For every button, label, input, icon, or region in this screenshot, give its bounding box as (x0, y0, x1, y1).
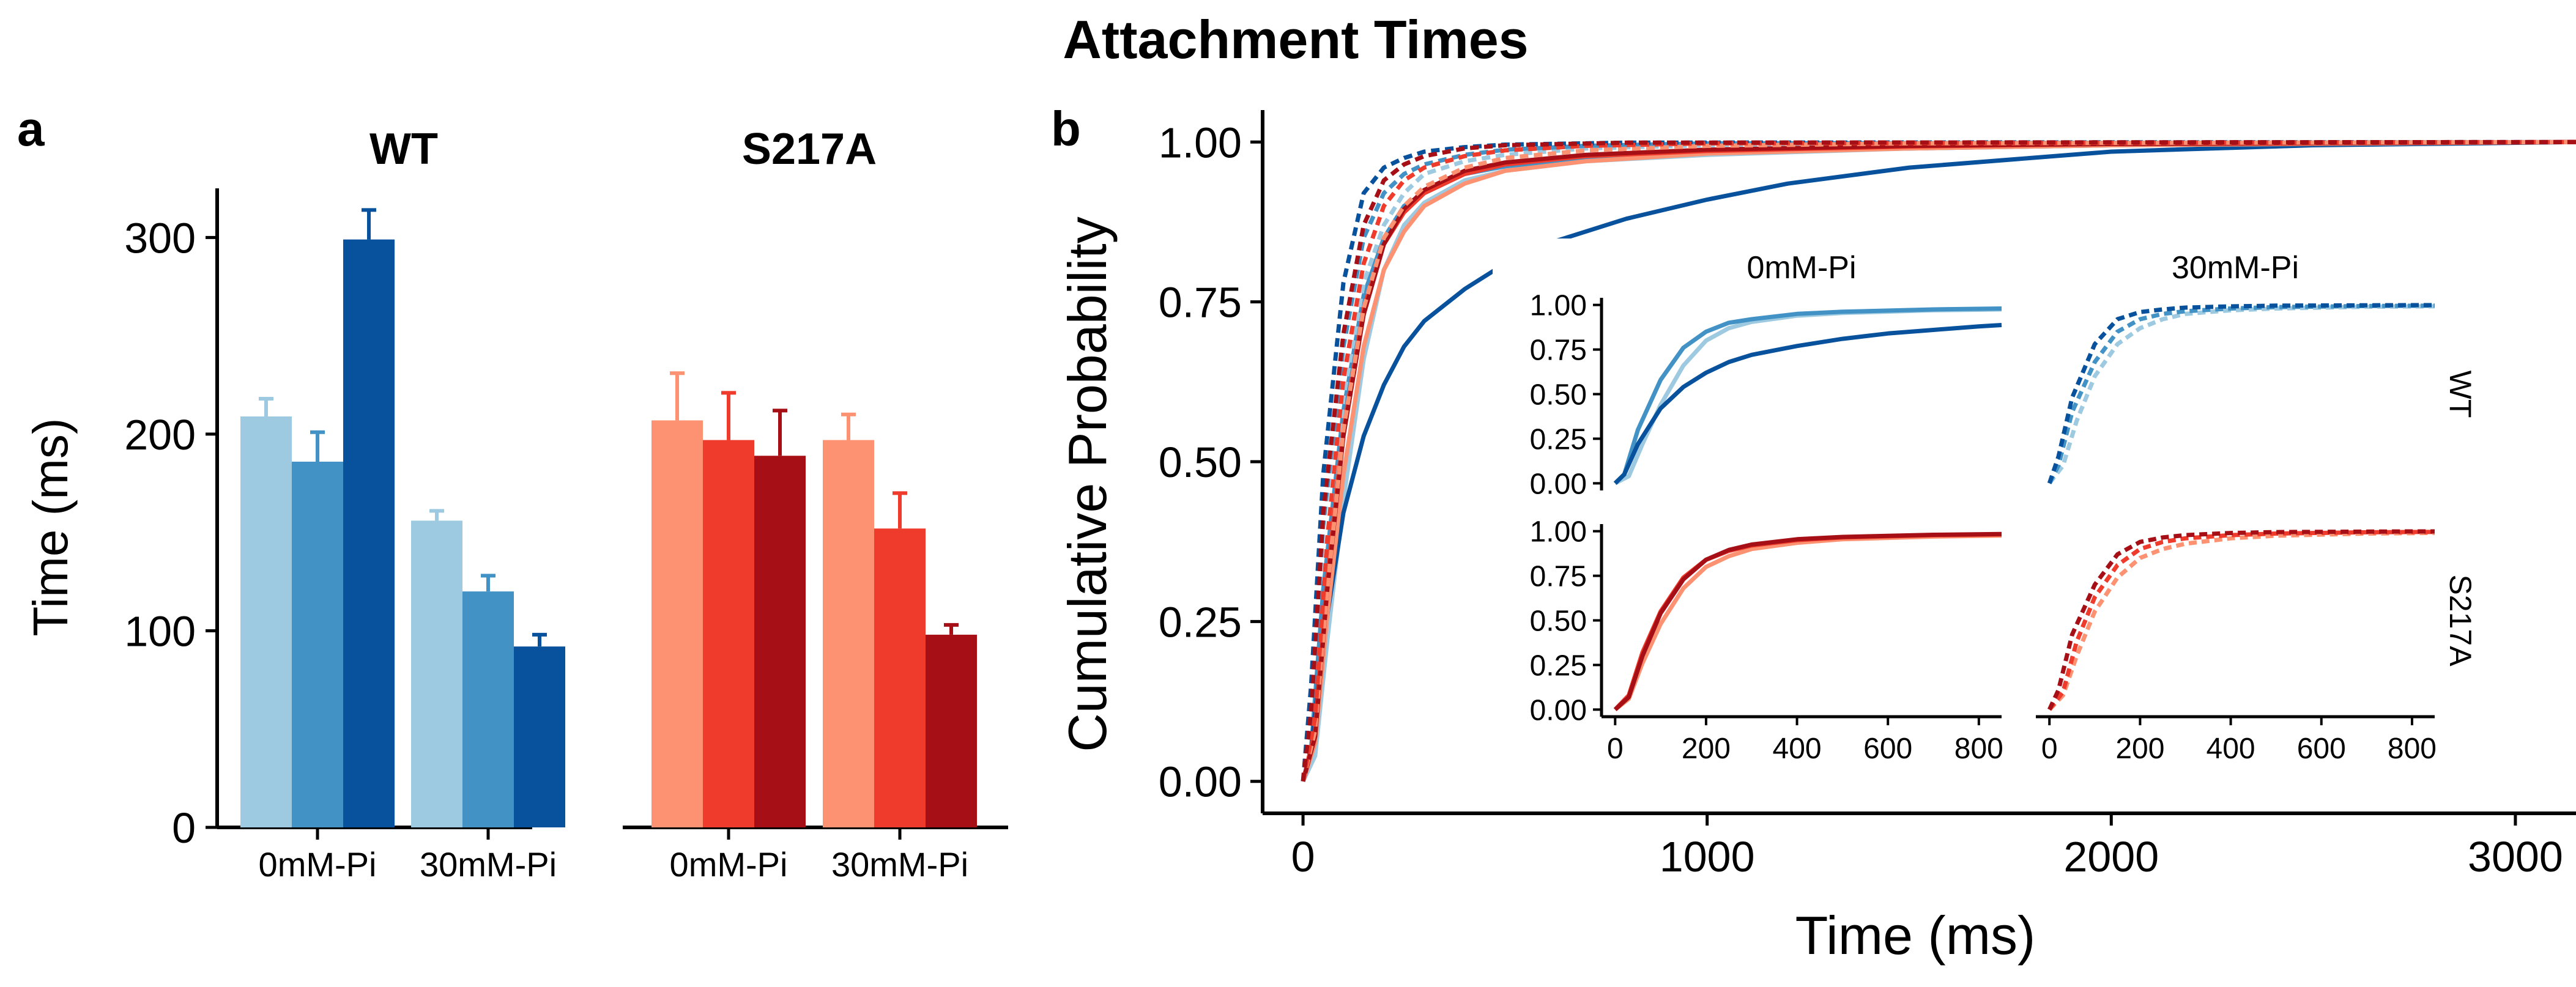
y-tick-label: 0.75 (1159, 279, 1242, 327)
panel-b: b Cumulative Probability Time (ms) 0.00 0… (1051, 102, 2576, 966)
y-tick-label: 1.00 (1159, 119, 1242, 166)
inset-y-tick-label: 0.25 (1530, 423, 1587, 456)
bar (926, 634, 977, 827)
inset-x-tick-label: 400 (1773, 733, 1822, 765)
inset-cdf-curve (1613, 306, 2002, 485)
inset-y-tick-label: 0.50 (1530, 379, 1587, 412)
inset-x-tick-label: 0 (2041, 733, 2058, 765)
panel-a-label: a (17, 102, 45, 156)
inset-cdf-curve (2047, 303, 2435, 484)
inset-y-tick-label: 0.00 (1530, 694, 1587, 726)
inset-cdf-curve (2047, 530, 2435, 711)
s217a-facet-title: S217A (742, 125, 877, 174)
inset-x-tick-label: 600 (1863, 733, 1912, 765)
panel-b-x-axis-label: Time (ms) (1795, 905, 2036, 966)
bar (292, 461, 343, 827)
x-tick-label: 30mM-Pi (420, 845, 557, 884)
inset-x-tick-label: 800 (2388, 733, 2437, 765)
cdf-curve (1301, 139, 2576, 782)
bar (462, 591, 514, 827)
bar (343, 239, 395, 828)
bar (703, 440, 754, 827)
inset-x-tick-label: 0 (1607, 733, 1624, 765)
inset-x-tick-label: 400 (2207, 733, 2255, 765)
inset-x-tick-label: 200 (2115, 733, 2164, 765)
inset-y-tick-label: 0.50 (1530, 605, 1587, 638)
inset-cdf-curve (2047, 530, 2435, 711)
panel-a-y-axis-label: Time (ms) (23, 418, 78, 637)
inset-row-label: S217A (2443, 574, 2478, 667)
inset-y-tick-label: 1.00 (1530, 516, 1587, 549)
x-tick-label: 2000 (2063, 833, 2159, 881)
y-tick-label: 0.00 (1159, 758, 1242, 806)
inset-x-tick-label: 800 (1954, 733, 2003, 765)
panel-a: a WT S217A Time (ms) 0 100 200 300 0mM-Pi 30m… (17, 102, 1008, 884)
inset-x-tick-label: 200 (1682, 733, 1731, 765)
inset-y-tick-label: 0.25 (1530, 649, 1587, 682)
inset-cdf-curve (1613, 531, 2002, 711)
bar (651, 420, 703, 827)
bar (754, 456, 806, 827)
panel-b-label: b (1051, 102, 1081, 156)
y-tick-label: 100 (124, 607, 196, 655)
inset-cdf-curve (1613, 323, 2002, 485)
bar (874, 528, 926, 827)
x-tick-label: 0mM-Pi (259, 845, 377, 884)
y-tick-label: 200 (124, 411, 196, 459)
inset-cdf-curve (2047, 303, 2435, 484)
inset-column-label: 0mM-Pi (1746, 250, 1856, 286)
inset-column-label: 30mM-Pi (2172, 250, 2299, 286)
bar (411, 520, 462, 827)
figure-title: Attachment Times (1063, 9, 1528, 70)
inset-y-tick-label: 0.75 (1530, 561, 1587, 593)
inset-y-tick-label: 0.75 (1530, 335, 1587, 367)
bar (514, 646, 565, 827)
bar-chart-area: 0 100 200 300 0mM-Pi 30mM-Pi 0mM-Pi 30mM-Pi (124, 188, 1008, 884)
inset-y-tick-label: 0.00 (1530, 468, 1587, 500)
x-tick-label: 30mM-Pi (831, 845, 968, 884)
cdf-curve (1301, 139, 2576, 782)
inset-y-tick-label: 1.00 (1530, 290, 1587, 322)
cdf-curve (1301, 139, 2576, 782)
x-tick-label: 3000 (2468, 833, 2563, 881)
x-tick-label: 1000 (1660, 833, 1755, 881)
wt-facet-title: WT (369, 125, 438, 174)
inset-cdf-curve (2047, 304, 2435, 485)
y-tick-label: 0.50 (1159, 438, 1242, 486)
x-tick-label: 0mM-Pi (670, 845, 788, 884)
inset-background (1493, 238, 2459, 777)
inset-cdf-curve (2047, 529, 2435, 711)
panel-b-y-axis-label: Cumulative Probability (1057, 216, 1118, 752)
bar (823, 440, 874, 827)
inset-row-label: WT (2443, 371, 2478, 418)
x-tick-label: 0 (1291, 833, 1315, 881)
bar (240, 416, 292, 827)
y-tick-label: 0 (172, 804, 196, 852)
y-tick-label: 300 (124, 214, 196, 262)
inset-x-tick-label: 600 (2297, 733, 2346, 765)
y-tick-label: 0.25 (1159, 598, 1242, 646)
